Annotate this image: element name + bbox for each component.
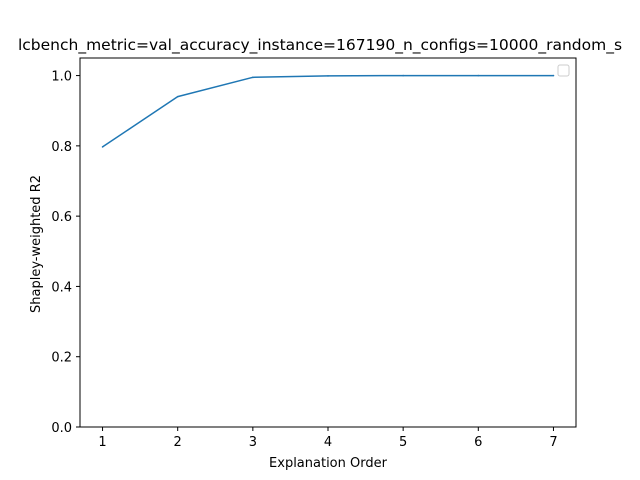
data-point [552,74,555,77]
data-point [402,74,404,77]
y-tick-label: 1.0 [51,70,72,85]
x-tick-label: 1 [98,435,106,450]
data-point [252,76,254,79]
y-tick-label: 0.0 [51,421,72,436]
series-line [102,74,554,148]
x-tick-label: 6 [474,435,482,450]
data-point [101,146,104,148]
y-tick-label: 0.4 [51,280,72,295]
x-tick-label: 2 [174,435,182,450]
x-tick-label: 3 [249,435,257,450]
x-tick-label: 4 [324,435,332,450]
x-tick-label: 5 [399,435,407,450]
y-axis-label: Shapley-weighted R2 [29,175,44,313]
y-tick-label: 0.8 [51,140,72,155]
data-point [327,75,329,77]
axes-frame [79,57,577,428]
data-point [176,95,179,98]
plot-area: 1 2 3 4 5 6 7 0.0 0.2 0.4 0.6 0.8 1.0 [51,57,577,450]
x-tick-label: 7 [549,435,557,450]
chart-title: lcbench_metric=val_accuracy_instance=167… [18,36,622,55]
y-tick-label: 0.6 [51,210,72,225]
y-tick-label: 0.2 [51,351,72,366]
data-point [477,74,480,77]
x-axis-label: Explanation Order [269,456,388,471]
legend-box [557,64,570,77]
